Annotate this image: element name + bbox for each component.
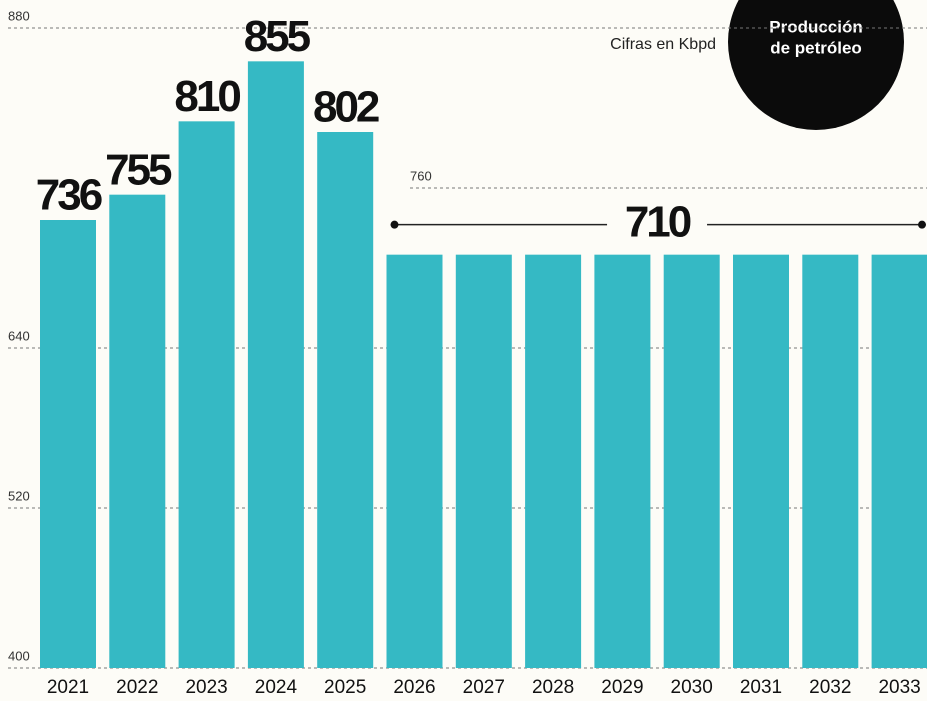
y-tick-label: 760 xyxy=(410,168,432,183)
bar xyxy=(663,254,720,668)
data-label: 810 xyxy=(174,72,240,121)
x-tick-label: 2026 xyxy=(393,677,435,698)
title-badge xyxy=(728,0,904,130)
bar xyxy=(802,254,859,668)
bar xyxy=(178,121,235,669)
x-tick-label: 2023 xyxy=(185,677,227,698)
x-tick-label: 2029 xyxy=(601,677,643,698)
x-tick-label: 2031 xyxy=(740,677,782,698)
bar xyxy=(386,254,443,668)
bar xyxy=(109,194,166,668)
data-label: 802 xyxy=(313,83,379,132)
x-tick-label: 2033 xyxy=(878,677,920,698)
x-tick-label: 2022 xyxy=(116,677,158,698)
y-tick-label: 880 xyxy=(8,8,30,23)
x-tick-label: 2028 xyxy=(532,677,574,698)
range-dot xyxy=(390,220,399,229)
y-tick-label: 520 xyxy=(8,488,30,503)
bar xyxy=(525,254,582,668)
data-label: 736 xyxy=(36,171,102,220)
bar xyxy=(594,254,651,668)
bar xyxy=(247,61,304,669)
data-label: 710 xyxy=(625,197,691,246)
x-tick-label: 2032 xyxy=(809,677,851,698)
y-tick-label: 400 xyxy=(8,648,30,663)
chart-title-cont: de petróleo xyxy=(770,38,862,57)
data-label: 755 xyxy=(105,145,172,194)
y-tick-label: 640 xyxy=(8,328,30,343)
bar xyxy=(317,132,374,668)
chart-title: Producción xyxy=(769,17,863,36)
x-tick-label: 2030 xyxy=(671,677,713,698)
x-tick-label: 2024 xyxy=(255,677,298,698)
bar xyxy=(871,254,927,668)
bar xyxy=(733,254,789,668)
bar xyxy=(455,254,512,668)
range-dot xyxy=(918,220,926,229)
x-tick-label: 2021 xyxy=(47,677,89,698)
data-label: 855 xyxy=(244,12,311,61)
x-tick-label: 2027 xyxy=(463,677,505,698)
chart-subtitle: Cifras en Kbpd xyxy=(610,36,716,53)
bar xyxy=(40,220,96,668)
x-tick-label: 2025 xyxy=(324,677,366,698)
